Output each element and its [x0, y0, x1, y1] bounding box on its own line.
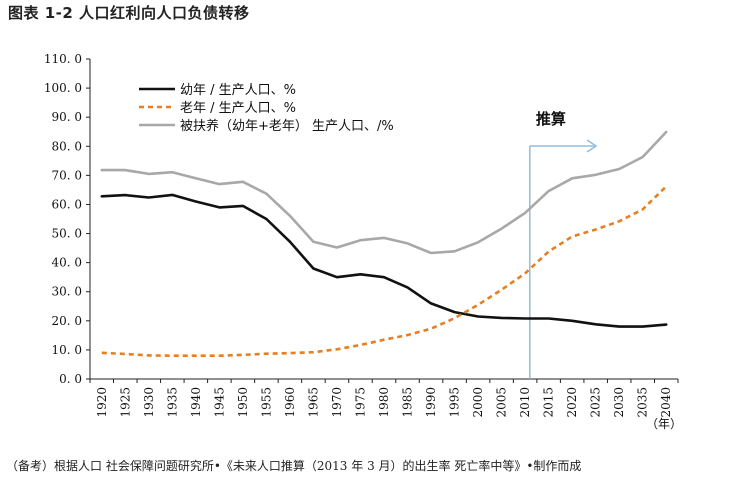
- chart-series: [100, 130, 668, 358]
- series-line-1: [100, 193, 668, 328]
- x-tick-label: 2035: [636, 387, 650, 418]
- legend-label-3: 被扶养（幼年+老年） 生产人口、/%: [180, 118, 394, 134]
- x-tick-label: 1980: [377, 387, 391, 418]
- x-tick-label: 1945: [212, 387, 226, 418]
- legend-label-2: 老年 / 生产人口、%: [180, 101, 296, 116]
- x-tick-label: 1960: [283, 387, 297, 418]
- x-tick-label: 2010: [518, 387, 532, 418]
- arrow-right-icon: [586, 139, 598, 153]
- x-tick-label: 1920: [95, 387, 109, 418]
- y-tick-label: 110. 0: [44, 52, 82, 66]
- y-tick-label: 10. 0: [51, 343, 82, 357]
- y-tick-label: 20. 0: [51, 314, 82, 328]
- chart-legend: 幼年 / 生产人口、% 老年 / 生产人口、% 被扶养（幼年+老年） 生产人口、/%: [139, 83, 394, 134]
- figure-title: 图表 1-2 人口红利向人口负债转移: [8, 4, 250, 22]
- x-tick-label: 1925: [118, 387, 132, 418]
- legend-label-1: 幼年 / 生产人口、%: [180, 83, 296, 98]
- x-tick-label: 2030: [612, 387, 626, 418]
- y-tick-label: 30. 0: [51, 285, 82, 299]
- x-tick-label: 1955: [259, 387, 273, 418]
- x-tick-label: 2020: [565, 387, 579, 418]
- x-tick-labels: 1920 1925 1930 1935 1940 1945 1950 1955 1960 1965…: [89, 379, 679, 418]
- projection-annotation: 推算: [529, 110, 598, 379]
- y-tick-label: 60. 0: [51, 197, 82, 211]
- x-tick-label: 2015: [542, 387, 556, 418]
- chart-axes: [89, 59, 678, 380]
- x-tick-label: 1975: [353, 387, 367, 418]
- x-tick-label: 1965: [306, 387, 320, 418]
- projection-label: 推算: [536, 110, 566, 128]
- x-tick-label: 1940: [189, 387, 203, 418]
- y-tick-label: 70. 0: [51, 168, 82, 182]
- x-tick-label: 1930: [142, 387, 156, 418]
- x-tick-label: 1970: [330, 387, 344, 418]
- x-tick-label: 1950: [236, 387, 250, 418]
- y-tick-label: 90. 0: [51, 110, 82, 124]
- x-tick-label: 1935: [165, 387, 179, 418]
- series-line-3: [100, 130, 668, 255]
- series-line-2: [101, 185, 668, 358]
- y-tick-labels: 0. 0 10. 0 20. 0 30. 0 40. 0 50. 0 60. 0 70. 0 8…: [44, 52, 90, 386]
- x-tick-label: 1985: [401, 387, 415, 418]
- x-tick-label: 2025: [589, 387, 603, 418]
- x-tick-label: 1995: [448, 387, 462, 418]
- x-tick-label: 2040: [659, 387, 673, 418]
- y-tick-label: 50. 0: [51, 227, 82, 241]
- x-tick-label: 2000: [471, 387, 485, 418]
- x-tick-label: 1990: [424, 387, 438, 418]
- x-axis-label: （年）: [646, 417, 682, 431]
- x-tick-label: 2005: [495, 387, 509, 418]
- line-chart: 0. 0 10. 0 20. 0 30. 0 40. 0 50. 0 60. 0 70. 0 8…: [44, 52, 682, 431]
- y-tick-label: 100. 0: [44, 81, 82, 95]
- figure-footnote: （备考）根据人口 社会保障问题研究所•《未来人口推算（2013 年 3 月）的出…: [6, 459, 582, 473]
- y-tick-label: 80. 0: [51, 139, 82, 153]
- y-tick-label: 40. 0: [51, 256, 82, 270]
- y-tick-label: 0. 0: [59, 372, 82, 386]
